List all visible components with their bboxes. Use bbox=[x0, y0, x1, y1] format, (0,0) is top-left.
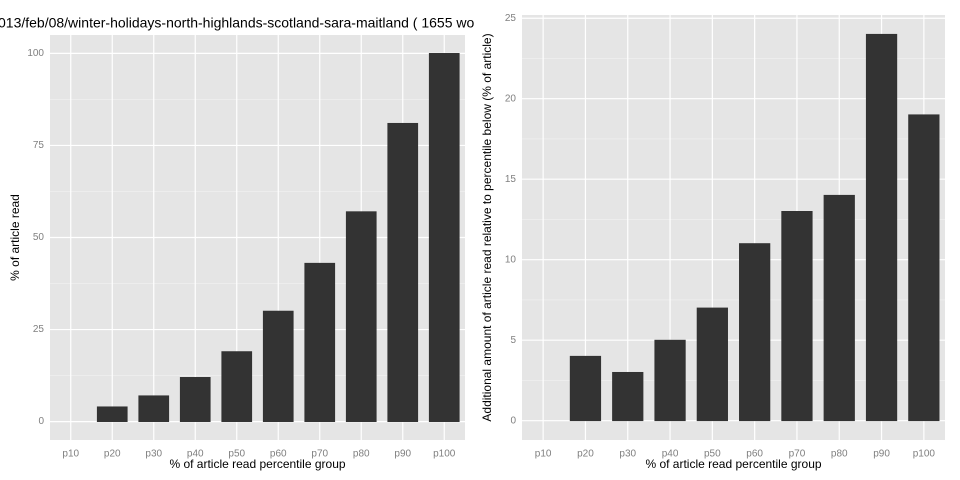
y-tick-label: 10 bbox=[505, 254, 517, 265]
y-axis-title: Additional amount of article read relati… bbox=[480, 33, 494, 421]
x-tick-label: p30 bbox=[619, 449, 636, 460]
x-tick-label: p90 bbox=[873, 449, 890, 460]
y-tick-label: 0 bbox=[38, 416, 44, 427]
bar bbox=[612, 371, 644, 422]
y-tick-label: 75 bbox=[33, 140, 45, 151]
x-tick-label: p60 bbox=[270, 449, 287, 460]
bar bbox=[345, 211, 377, 422]
x-tick-label: p30 bbox=[145, 449, 162, 460]
x-tick-label: p40 bbox=[187, 449, 204, 460]
bar bbox=[739, 243, 771, 422]
x-tick-label: p40 bbox=[662, 449, 679, 460]
x-tick-label: p50 bbox=[228, 449, 245, 460]
y-tick-label: 15 bbox=[505, 174, 517, 185]
bar bbox=[96, 406, 128, 422]
bar bbox=[781, 211, 813, 422]
x-tick-label: p60 bbox=[746, 449, 763, 460]
bar bbox=[387, 122, 419, 422]
bar bbox=[428, 53, 460, 422]
x-tick-label: p70 bbox=[311, 449, 328, 460]
y-tick-label: 25 bbox=[33, 324, 45, 335]
y-axis-title: % of article read bbox=[8, 194, 22, 281]
bar bbox=[179, 377, 211, 422]
x-tick-label: p80 bbox=[353, 449, 370, 460]
x-tick-label: p10 bbox=[535, 449, 552, 460]
y-tick-label: 5 bbox=[510, 335, 516, 346]
x-tick-label: p80 bbox=[831, 449, 848, 460]
bar bbox=[696, 307, 728, 422]
y-tick-label: 25 bbox=[505, 13, 517, 24]
x-tick-label: p100 bbox=[433, 449, 456, 460]
bar bbox=[262, 310, 294, 422]
bar bbox=[823, 194, 855, 422]
y-tick-label: 20 bbox=[505, 93, 517, 104]
bar bbox=[221, 351, 253, 422]
bar bbox=[138, 395, 170, 422]
x-tick-label: p100 bbox=[913, 449, 936, 460]
bar bbox=[569, 355, 602, 422]
bar bbox=[654, 339, 686, 422]
x-tick-label: p70 bbox=[789, 449, 806, 460]
bar bbox=[304, 262, 336, 422]
bar bbox=[908, 114, 940, 422]
y-tick-label: 50 bbox=[33, 232, 45, 243]
x-tick-label: p50 bbox=[704, 449, 721, 460]
y-tick-label: 0 bbox=[510, 415, 516, 426]
bar bbox=[865, 33, 898, 422]
chart-title: 013/feb/08/winter-holidays-north-highlan… bbox=[0, 15, 474, 31]
y-tick-label: 100 bbox=[27, 48, 44, 59]
x-tick-label: p90 bbox=[394, 449, 411, 460]
x-axis-title: % of article read percentile group bbox=[645, 457, 821, 471]
x-tick-label: p20 bbox=[577, 449, 594, 460]
x-tick-label: p20 bbox=[104, 449, 121, 460]
x-axis-title: % of article read percentile group bbox=[169, 457, 345, 471]
x-tick-label: p10 bbox=[62, 449, 79, 460]
